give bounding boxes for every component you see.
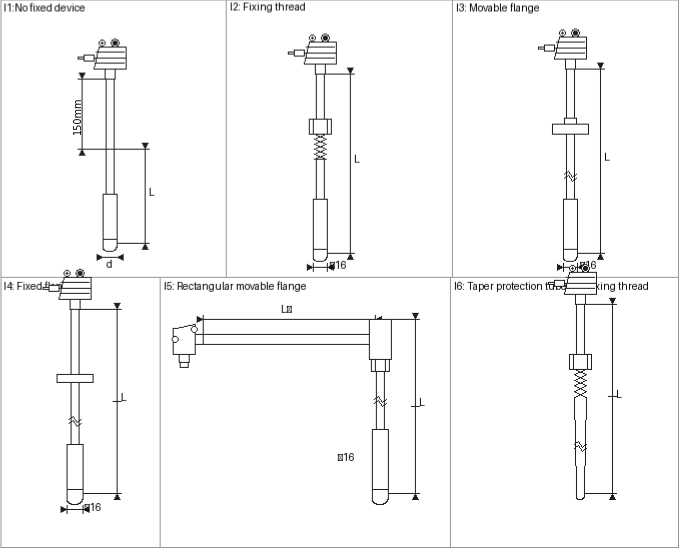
Text: 150mm: 150mm <box>73 96 83 134</box>
